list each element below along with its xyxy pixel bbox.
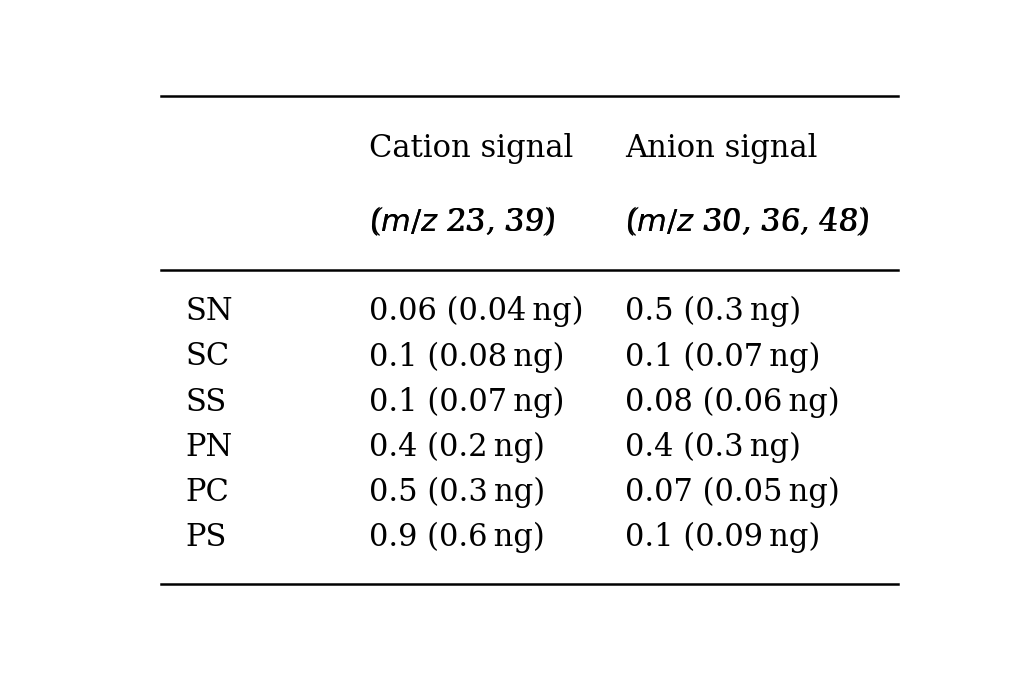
Text: Cation signal: Cation signal xyxy=(370,133,573,164)
Text: 0.1 (0.07 ng): 0.1 (0.07 ng) xyxy=(626,341,821,373)
Text: 0.5 (0.3 ng): 0.5 (0.3 ng) xyxy=(370,477,545,508)
Text: 0.1 (0.07 ng): 0.1 (0.07 ng) xyxy=(370,386,565,418)
Text: 0.9 (0.6 ng): 0.9 (0.6 ng) xyxy=(370,522,545,553)
Text: SC: SC xyxy=(185,342,229,373)
Text: 0.1 (0.08 ng): 0.1 (0.08 ng) xyxy=(370,341,565,373)
Text: ($m/z$ 30, 36, 48): ($m/z$ 30, 36, 48) xyxy=(626,204,870,238)
Text: 0.4 (0.3 ng): 0.4 (0.3 ng) xyxy=(626,431,802,463)
Text: SN: SN xyxy=(185,297,232,328)
Text: ($m/z$ 30, 36, 48): ($m/z$ 30, 36, 48) xyxy=(626,204,871,238)
Text: PS: PS xyxy=(185,522,226,553)
Text: 0.1 (0.09 ng): 0.1 (0.09 ng) xyxy=(626,522,821,553)
Text: Anion signal: Anion signal xyxy=(626,133,818,164)
Text: 0.07 (0.05 ng): 0.07 (0.05 ng) xyxy=(626,477,840,508)
Text: PN: PN xyxy=(185,432,232,463)
Text: PC: PC xyxy=(185,477,229,508)
Text: 0.5 (0.3 ng): 0.5 (0.3 ng) xyxy=(626,296,802,328)
Text: SS: SS xyxy=(185,387,226,418)
Text: 0.4 (0.2 ng): 0.4 (0.2 ng) xyxy=(370,431,545,463)
Text: ($m/z$ 23, 39): ($m/z$ 23, 39) xyxy=(370,204,557,238)
Text: 0.08 (0.06 ng): 0.08 (0.06 ng) xyxy=(626,386,840,418)
Text: ($m/z$ 23, 39): ($m/z$ 23, 39) xyxy=(370,204,556,238)
Text: 0.06 (0.04 ng): 0.06 (0.04 ng) xyxy=(370,296,584,328)
